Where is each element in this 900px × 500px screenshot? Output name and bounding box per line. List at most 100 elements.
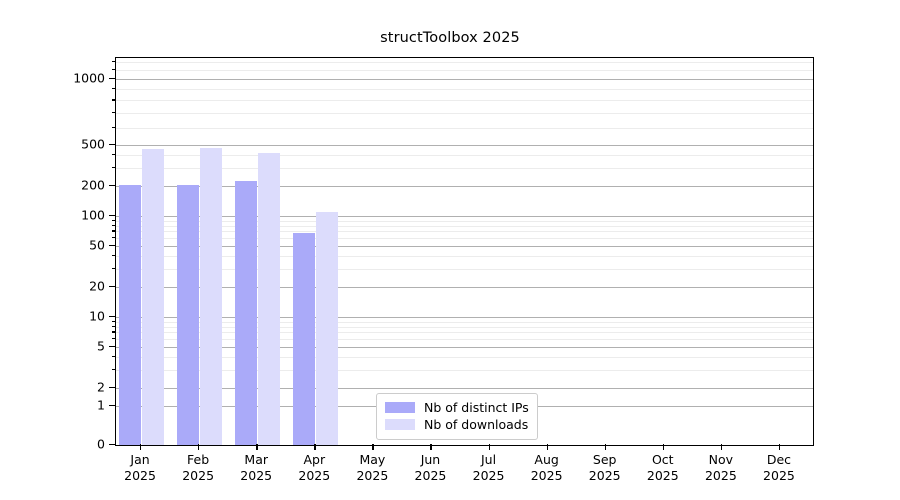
x-tick-month: Oct [651,452,674,467]
y-tick-minor [111,325,115,327]
legend-swatch-icon [385,419,415,430]
gridline-minor [116,112,813,114]
y-tick-minor [111,331,115,333]
gridline-major [116,317,813,318]
legend-label: Nb of distinct IPs [424,400,529,415]
gridline-minor [116,369,813,371]
gridline-minor [116,268,813,270]
y-tick-label: 200 [81,177,105,193]
y-tick-major [109,144,115,146]
x-tick-year: 2025 [704,467,737,483]
x-tick-month: Jan [130,452,150,467]
gridline-major [116,145,813,146]
y-tick-minor [111,368,115,371]
x-tick-label: Jul 2025 [449,452,529,483]
gridline-minor [116,332,813,334]
x-tick-year: 2025 [182,467,215,483]
y-tick-label: 1 [97,397,105,413]
x-tick-label: Jun 2025 [390,452,470,483]
x-tick-mark [256,444,258,450]
gridline-major [116,388,813,389]
x-tick-year: 2025 [763,467,795,483]
y-tick-major [109,286,115,288]
gridline-major [116,216,813,217]
gridline-minor [116,89,813,91]
gridline-minor [116,356,813,358]
chart-title: structToolbox 2025 [380,30,520,46]
y-tick-minor [111,237,115,239]
bar-distinct-ips [118,184,141,445]
bar-downloads [199,147,222,445]
bars-layer [116,58,813,445]
y-tick-minor [111,126,115,128]
y-tick-minor [111,320,115,322]
y-tick-major [109,316,115,318]
gridline-minor [116,326,813,328]
x-tick-label: Nov 2025 [681,452,761,483]
y-tick-major [109,78,115,80]
y-tick-minor [111,166,115,169]
x-tick-year: 2025 [240,467,273,483]
gridline-minor [116,220,813,222]
y-tick-minor [111,99,115,101]
y-tick-minor [111,355,115,358]
x-tick-year: 2025 [588,467,621,483]
legend-label: Nb of downloads [424,417,529,432]
legend-item[interactable]: Nb of downloads [385,416,529,433]
gridline-minor [116,100,813,102]
gridline-minor [116,231,813,233]
legend-swatch-icon [385,402,415,413]
gridline-minor [116,225,813,227]
y-tick-label: 100 [81,207,105,223]
x-tick-label: Jan 2025 [100,452,180,483]
gridline-major [116,246,813,247]
bar-distinct-ips [292,233,315,445]
x-tick-year: 2025 [356,467,389,483]
gridline-minor [116,167,813,169]
bar-downloads [315,211,338,445]
x-tick-label: Mar 2025 [216,452,296,483]
y-tick-major [109,245,115,247]
x-tick-year: 2025 [530,467,563,483]
gridline-major [116,186,813,187]
y-tick-minor [111,254,115,257]
gridline-major [116,79,813,80]
gridline-minor [116,321,813,323]
x-tick-month: Aug [534,452,559,467]
x-tick-mark [140,444,142,450]
y-tick-label: 10 [89,308,105,324]
x-tick-mark [778,444,781,450]
x-tick-month: Apr [303,452,326,467]
y-tick-major [109,346,115,348]
gridlines [116,58,813,445]
x-tick-label: Oct 2025 [623,452,703,483]
y-tick-minor [111,230,115,232]
y-tick-major [109,215,115,217]
y-tick-label: 0 [97,436,105,452]
y-tick-label: 500 [81,136,105,152]
x-tick-year: 2025 [472,467,505,483]
y-tick-minor [111,111,115,114]
x-tick-label: Dec 2025 [739,452,819,483]
y-tick-major [109,387,115,389]
bar-downloads [257,152,280,445]
bar-distinct-ips [176,184,199,445]
x-tick-year: 2025 [646,467,679,483]
chart-legend: Nb of distinct IPs Nb of downloads [376,393,538,440]
x-tick-mark [198,444,200,450]
x-tick-label: Apr 2025 [274,452,354,483]
gridline-minor [116,61,813,63]
y-tick-label: 1000 [73,70,105,86]
x-tick-mark [372,444,374,450]
y-tick-label: 2 [97,379,105,395]
x-tick-month: Nov [708,452,734,467]
legend-item[interactable]: Nb of distinct IPs [385,399,529,416]
x-tick-mark [546,444,548,450]
bar-downloads [141,148,164,445]
x-tick-label: Feb 2025 [158,452,238,483]
x-tick-label: Sep 2025 [565,452,645,483]
gridline-minor [116,154,813,156]
y-tick-minor [111,60,115,62]
y-tick-minor [111,219,115,221]
